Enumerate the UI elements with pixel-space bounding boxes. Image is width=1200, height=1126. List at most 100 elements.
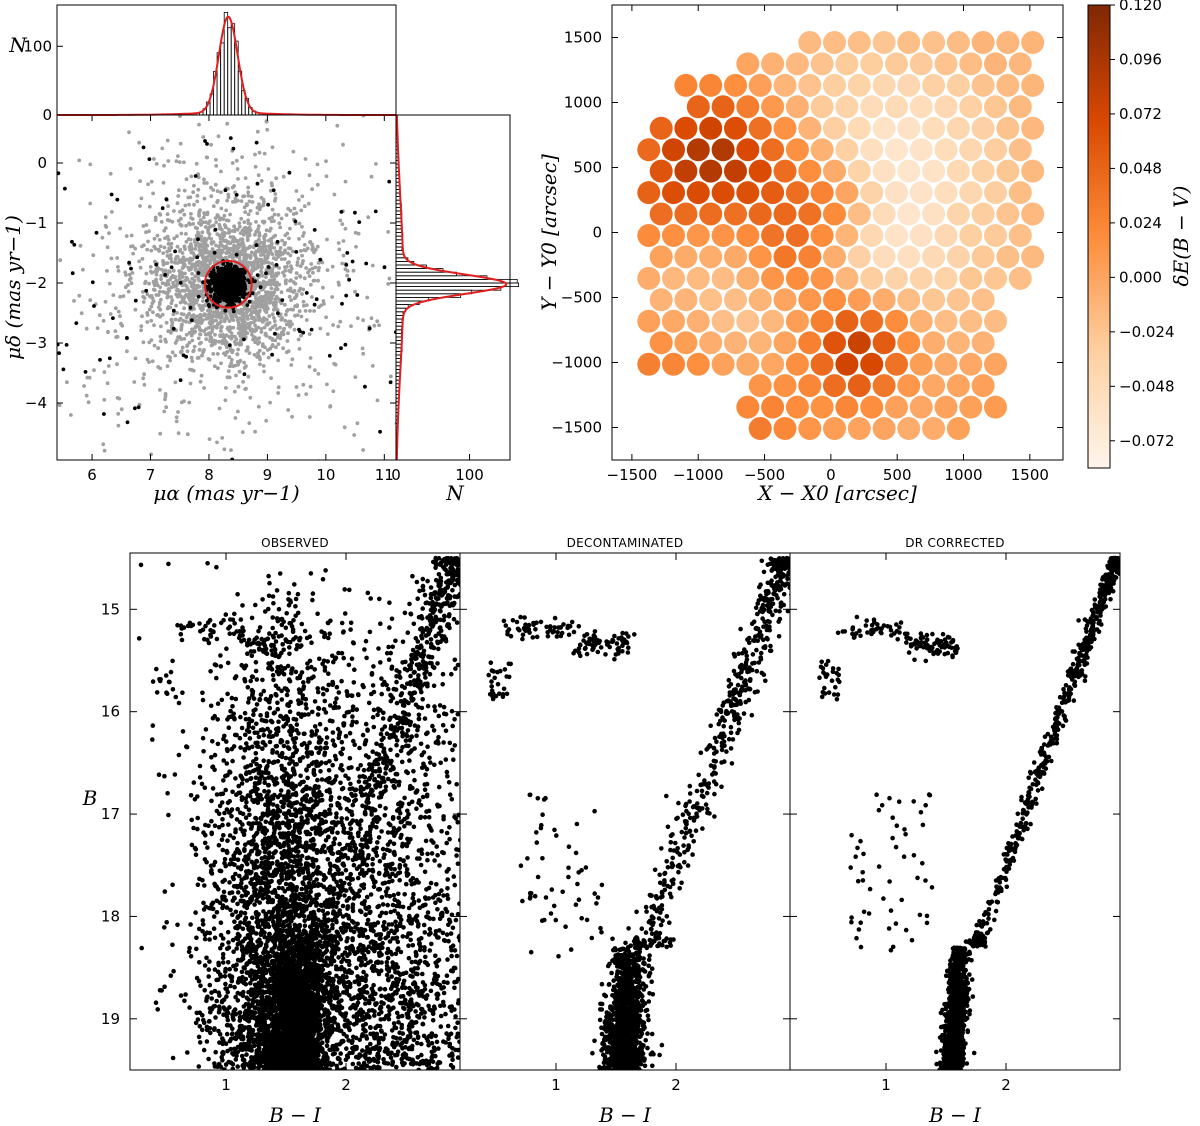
pm-point — [121, 294, 126, 298]
cmd-point — [299, 1081, 304, 1086]
pm-point — [144, 288, 149, 293]
pm-point — [178, 222, 183, 227]
pm-point — [247, 351, 252, 355]
map-cell — [946, 31, 970, 54]
map-cell — [823, 31, 846, 54]
pm-point — [157, 237, 162, 242]
colorbar-tick-label: 0.024 — [1119, 214, 1162, 232]
cmd-point — [286, 1082, 291, 1087]
map-cell — [946, 202, 970, 226]
pm-point — [182, 306, 187, 311]
pm-point — [141, 376, 146, 381]
map-cell — [897, 417, 921, 440]
map-cell — [748, 288, 772, 312]
pm-point — [324, 315, 328, 320]
map-cell — [662, 266, 685, 290]
pm-point — [190, 217, 195, 221]
pm-point — [247, 199, 252, 204]
pm-point — [201, 135, 206, 139]
pm-point — [187, 245, 192, 250]
cmd-point — [294, 1078, 299, 1083]
pm-point — [337, 247, 342, 252]
pm-point — [82, 384, 86, 388]
cmd-point — [300, 1071, 305, 1076]
cmd-point — [290, 1073, 295, 1078]
pm-point — [340, 222, 345, 227]
pm-point — [246, 185, 251, 190]
pm-point — [176, 431, 181, 436]
y-tick-label: 1500 — [564, 29, 602, 47]
pm-point — [174, 303, 179, 308]
pm-point — [141, 294, 146, 299]
histogram-frame — [56, 4, 397, 116]
pm-point — [235, 352, 240, 356]
pm-point — [312, 278, 317, 283]
map-cell — [835, 138, 859, 162]
pm-point — [109, 256, 114, 261]
cmd-point — [315, 1078, 320, 1083]
cmd-point — [273, 1070, 278, 1075]
pm-point — [327, 353, 332, 358]
pm-point — [138, 265, 143, 270]
pm-point — [231, 318, 236, 322]
pm-point — [219, 288, 224, 292]
x-axis-label: X − X0 [arcsec] — [756, 481, 917, 505]
pm-point — [272, 246, 277, 250]
pm-point — [333, 362, 338, 367]
pm-point — [116, 412, 121, 416]
pm-point — [242, 337, 246, 342]
pm-point — [205, 243, 210, 248]
pm-point — [215, 265, 220, 270]
pm-point — [224, 208, 229, 213]
colorbar-tick-label: 0.096 — [1119, 50, 1162, 68]
pm-point — [292, 296, 297, 301]
pm-point — [221, 332, 225, 337]
pm-point — [108, 171, 113, 176]
pm-point — [125, 420, 130, 425]
pm-point — [202, 250, 207, 255]
x-tick-label: 0 — [391, 466, 401, 484]
pm-point — [304, 303, 309, 307]
pm-point — [140, 257, 145, 261]
pm-point — [145, 320, 150, 324]
pm-point — [88, 162, 93, 167]
pm-point — [70, 239, 74, 244]
pm-point — [198, 208, 202, 213]
pm-point — [189, 174, 194, 179]
map-cell — [984, 309, 1007, 333]
pm-point — [201, 299, 205, 303]
pm-point — [154, 280, 159, 285]
pm-point — [257, 244, 262, 249]
pm-point — [201, 215, 206, 220]
map-cell — [662, 224, 685, 247]
y-axis-label: N — [8, 33, 28, 57]
map-cell — [860, 309, 884, 333]
pm-point — [173, 353, 178, 358]
map-cell — [823, 245, 846, 269]
pm-point — [272, 300, 277, 305]
pm-point — [124, 234, 129, 239]
map-cell — [835, 181, 859, 205]
pm-point — [223, 188, 228, 193]
cmd-point — [274, 1077, 279, 1082]
pm-point — [224, 289, 229, 294]
pm-point — [255, 299, 260, 304]
pm-point — [173, 260, 177, 265]
pm-point — [248, 244, 252, 249]
pm-point — [238, 251, 243, 256]
pm-point — [286, 206, 291, 211]
pm-point — [244, 262, 248, 267]
pm-point — [163, 226, 168, 231]
cmd-point — [297, 1072, 302, 1077]
cmd-point — [281, 1081, 286, 1086]
map-cell — [823, 73, 846, 97]
pm-point — [167, 256, 172, 261]
pm-point — [195, 314, 200, 319]
map-cell — [934, 224, 958, 247]
map-cell — [1021, 73, 1045, 97]
pm-point — [341, 253, 346, 258]
pm-point — [231, 325, 236, 330]
pm-point — [110, 210, 114, 214]
map-cell — [946, 116, 970, 140]
map-cell — [872, 374, 896, 398]
